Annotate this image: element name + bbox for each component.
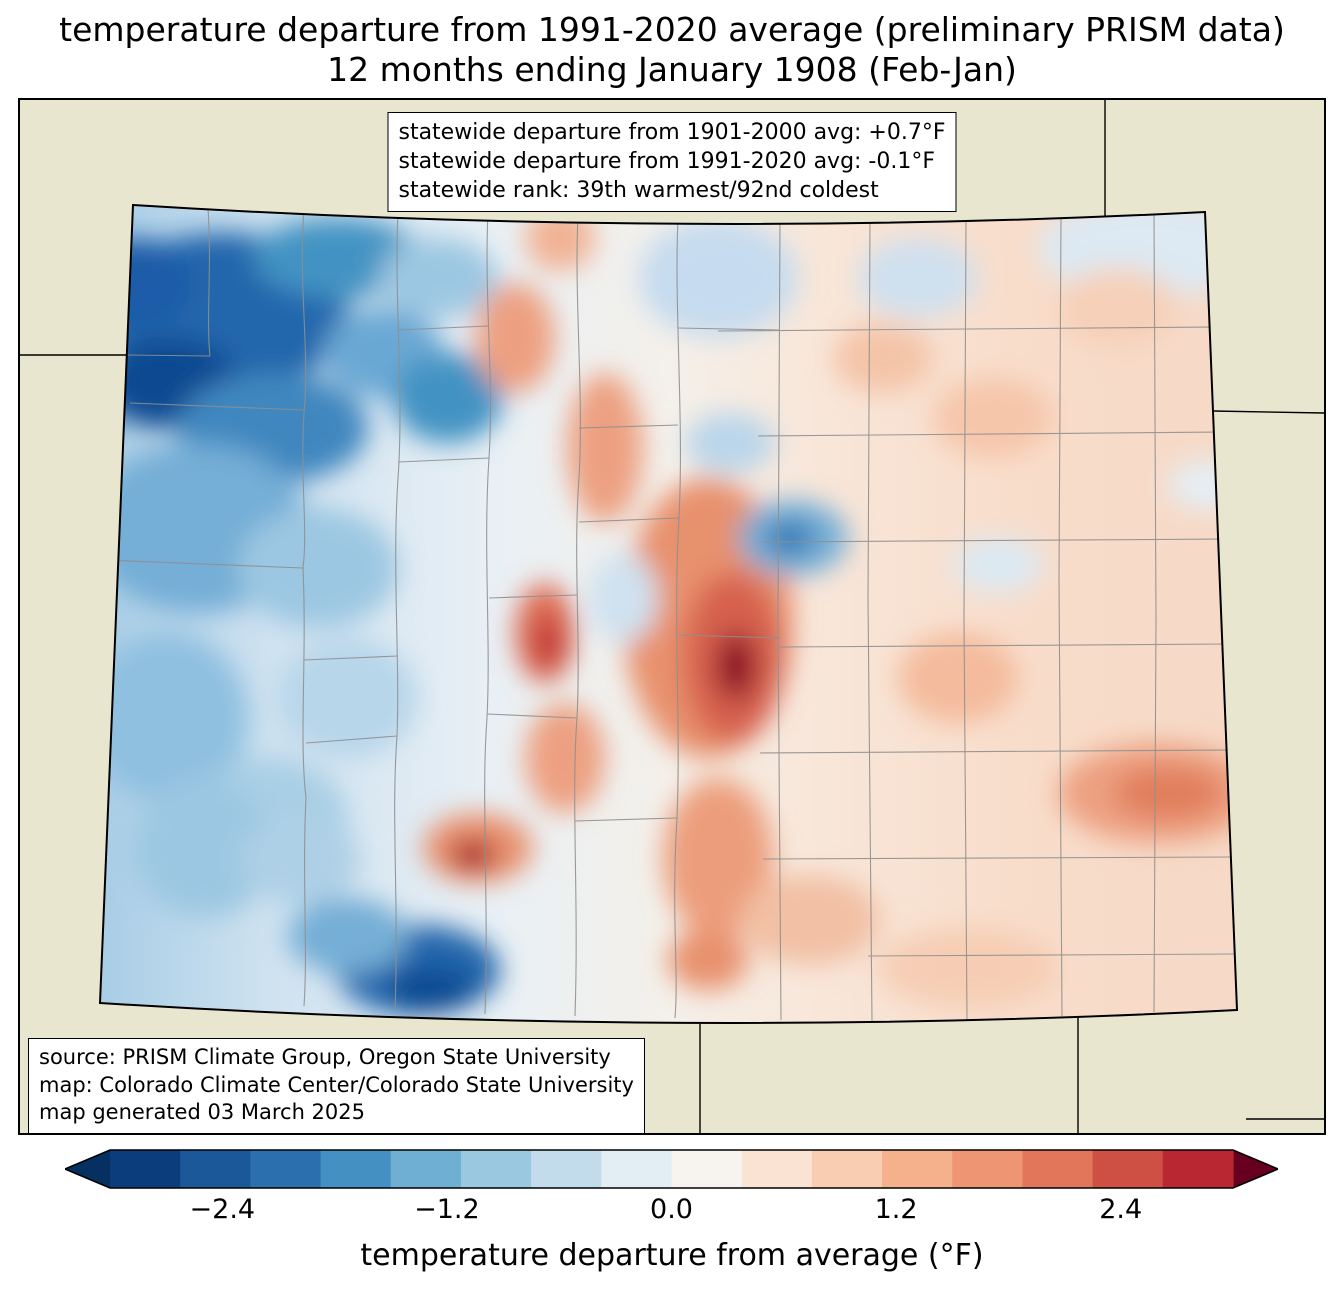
colorbar-ticks: −2.4 −1.2 0.0 1.2 2.4 [65, 1194, 1278, 1228]
colorbar-band [390, 1150, 462, 1188]
colorbar-band [180, 1150, 251, 1188]
title-line-2: 12 months ending January 1908 (Feb-Jan) [327, 50, 1017, 90]
colorbar-arrow [1233, 1150, 1278, 1188]
colorbar-band [110, 1150, 181, 1188]
stats-box: statewide departure from 1901-2000 avg: … [387, 112, 957, 213]
source-line-2: map: Colorado Climate Center/Colorado St… [39, 1072, 634, 1097]
state-boundaries [18, 100, 1325, 1133]
colorbar-label: temperature departure from average (°F) [360, 1238, 984, 1273]
colorbar-band [811, 1150, 883, 1188]
stats-line-3: statewide rank: 39th warmest/92nd coldes… [398, 178, 879, 204]
source-line-1: source: PRISM Climate Group, Oregon Stat… [39, 1045, 611, 1069]
colorbar-band [601, 1150, 673, 1188]
map-axes: statewide departure from 1901-2000 avg: … [18, 98, 1326, 1135]
colorbar-band [320, 1150, 392, 1188]
source-line-3: map generated 03 March 2025 [39, 1100, 366, 1125]
colorbar-tick-label: −1.2 [414, 1194, 480, 1225]
axes-frame [18, 98, 1326, 1135]
colorbar-tick-label: 1.2 [874, 1194, 918, 1225]
colorbar-band [531, 1150, 602, 1188]
colorbar-svg [62, 1149, 1281, 1189]
colorbar-arrow [65, 1150, 110, 1188]
colorbar-band [1162, 1150, 1234, 1188]
colorbar [62, 1148, 1281, 1190]
colorbar-band [882, 1150, 953, 1188]
colorbar-band [250, 1150, 322, 1188]
source-box: source: PRISM Climate Group, Oregon Stat… [28, 1038, 645, 1135]
stats-line-2: statewide departure from 1991-2020 avg: … [398, 149, 936, 175]
figure-title: temperature departure from 1991-2020 ave… [0, 10, 1344, 91]
temperature-anomaly-field [100, 205, 1237, 1015]
colorbar-band [1022, 1150, 1094, 1188]
colorbar-band [741, 1150, 813, 1188]
colorado-anomaly-map [18, 98, 1326, 1135]
colorbar-tick-label: −2.4 [189, 1194, 256, 1225]
title-line-1: temperature departure from 1991-2020 ave… [59, 10, 1285, 49]
colorbar-band [1092, 1150, 1164, 1188]
colorbar-tick-label: 0.0 [650, 1194, 693, 1225]
stats-line-1: statewide departure from 1901-2000 avg: … [398, 120, 946, 145]
colorbar-band [671, 1150, 743, 1188]
county-boundaries [103, 207, 1235, 1022]
colorbar-band [460, 1150, 532, 1188]
colorado-border [98, 203, 1239, 1024]
colorbar-band [952, 1150, 1024, 1188]
colorbar-tick-label: 2.4 [1099, 1194, 1143, 1225]
